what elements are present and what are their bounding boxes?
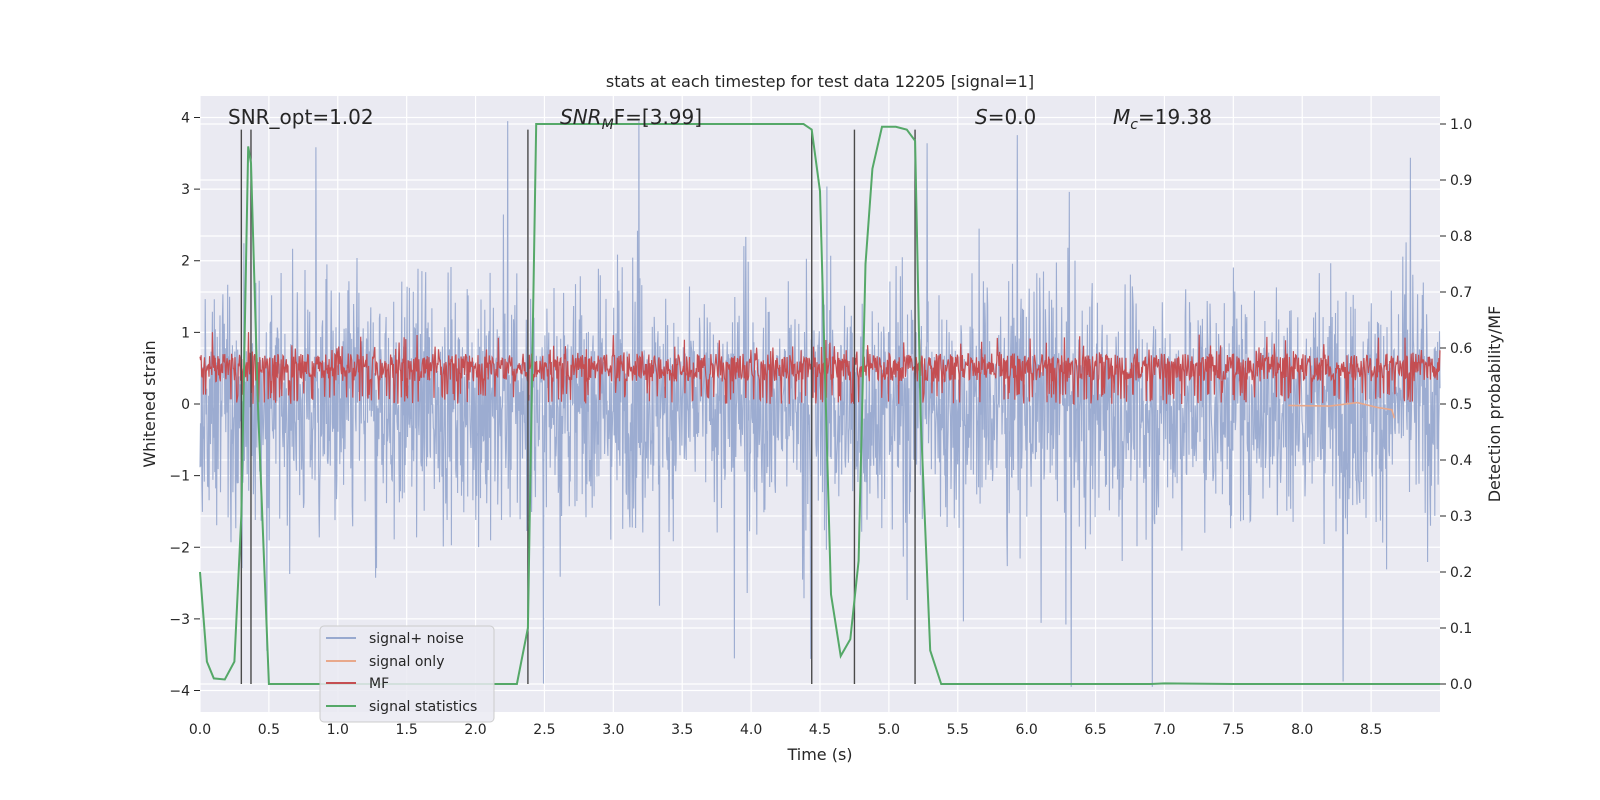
x-tick-label: 2.0 [464, 722, 486, 738]
y-axis-label-left: Whitened strain [140, 340, 159, 467]
snr-mf-rest: F=[3.99] [614, 105, 702, 129]
signal-only-line [1288, 401, 1396, 419]
x-tick-label: 1.5 [396, 722, 418, 738]
y-axis-label-right: Detection probability/MF [1485, 306, 1504, 503]
snr-mf-sub: M [602, 117, 614, 133]
s-main: S [975, 105, 988, 129]
x-tick-label: 6.5 [1084, 722, 1106, 738]
y-tick-label-right: 0.4 [1450, 453, 1472, 469]
y-tick-label-right: 1.0 [1450, 117, 1472, 133]
y-tick-label-left: 0 [181, 397, 190, 413]
x-tick-label: 4.5 [809, 722, 831, 738]
x-tick-label: 3.0 [602, 722, 624, 738]
mf-line [199, 332, 1441, 405]
x-tick-label: 7.5 [1222, 722, 1244, 738]
y-tick-label-right: 0.0 [1450, 677, 1472, 693]
x-axis-label: Time (s) [786, 745, 852, 764]
annotation-mc: Mc=19.38 [1113, 105, 1212, 133]
legend-box [319, 625, 495, 723]
y-tick-label-left: 1 [181, 325, 190, 341]
ticks: 0.0 0.5 1.0 1.5 2.0 2.5 3.0 3.5 4.0 4.5 5.0 5.5 6.0 6… [169, 110, 1472, 738]
x-tick-label: 6.0 [1016, 722, 1038, 738]
mc-rest: =19.38 [1138, 105, 1212, 129]
legend-label-stat: signal statistics [369, 699, 477, 715]
x-tick-label: 1.0 [327, 722, 349, 738]
signal-statistics-series [199, 123, 1440, 685]
mf-series [199, 332, 1441, 405]
y-tick-label-right: 0.7 [1450, 285, 1472, 301]
x-tick-label: 8.0 [1291, 722, 1313, 738]
legend: signal+ noise signal only MF signal stat… [319, 625, 495, 723]
y-tick-label-right: 0.3 [1450, 509, 1472, 525]
x-tick-label: 7.0 [1153, 722, 1175, 738]
signal-only-series [1288, 401, 1396, 419]
y-tick-label-right: 0.6 [1450, 341, 1472, 357]
chart-title: stats at each timestep for test data 122… [606, 72, 1034, 91]
y-tick-label-left: 2 [181, 254, 190, 270]
mc-sub: c [1130, 117, 1138, 133]
y-tick-label-right: 0.5 [1450, 397, 1472, 413]
snr-mf-main: SNR [560, 105, 602, 129]
x-tick-label: 3.5 [671, 722, 693, 738]
x-tick-label: 8.5 [1360, 722, 1382, 738]
legend-label-noise: signal+ noise [369, 631, 464, 647]
s-rest: =0.0 [988, 105, 1037, 129]
y-tick-label-left: 3 [181, 182, 190, 198]
annotation-s: S=0.0 [975, 105, 1036, 129]
x-tick-label: 0.0 [189, 722, 211, 738]
y-tick-label-right: 0.1 [1450, 621, 1472, 637]
legend-label-mf: MF [369, 676, 389, 692]
x-tick-label: 5.0 [878, 722, 900, 738]
y-tick-label-left: −2 [169, 540, 190, 556]
x-tick-label: 2.5 [533, 722, 555, 738]
x-tick-label: 0.5 [258, 722, 280, 738]
signal-statistics-line [199, 123, 1440, 685]
legend-label-signal-only: signal only [369, 654, 444, 670]
y-tick-label-left: −1 [169, 469, 190, 485]
y-tick-label-left: −4 [169, 684, 190, 700]
x-tick-label: 5.5 [947, 722, 969, 738]
mc-main: M [1113, 105, 1130, 129]
annotation-snr-mf: SNRMF=[3.99] [560, 105, 702, 133]
y-tick-label-right: 0.8 [1450, 229, 1472, 245]
y-tick-label-right: 0.2 [1450, 565, 1472, 581]
y-tick-label-left: −3 [169, 612, 190, 628]
y-tick-label-right: 0.9 [1450, 173, 1472, 189]
annotation-snr-opt: SNR_opt=1.02 [228, 105, 374, 129]
y-tick-label-left: 4 [181, 110, 190, 126]
x-tick-label: 4.0 [740, 722, 762, 738]
